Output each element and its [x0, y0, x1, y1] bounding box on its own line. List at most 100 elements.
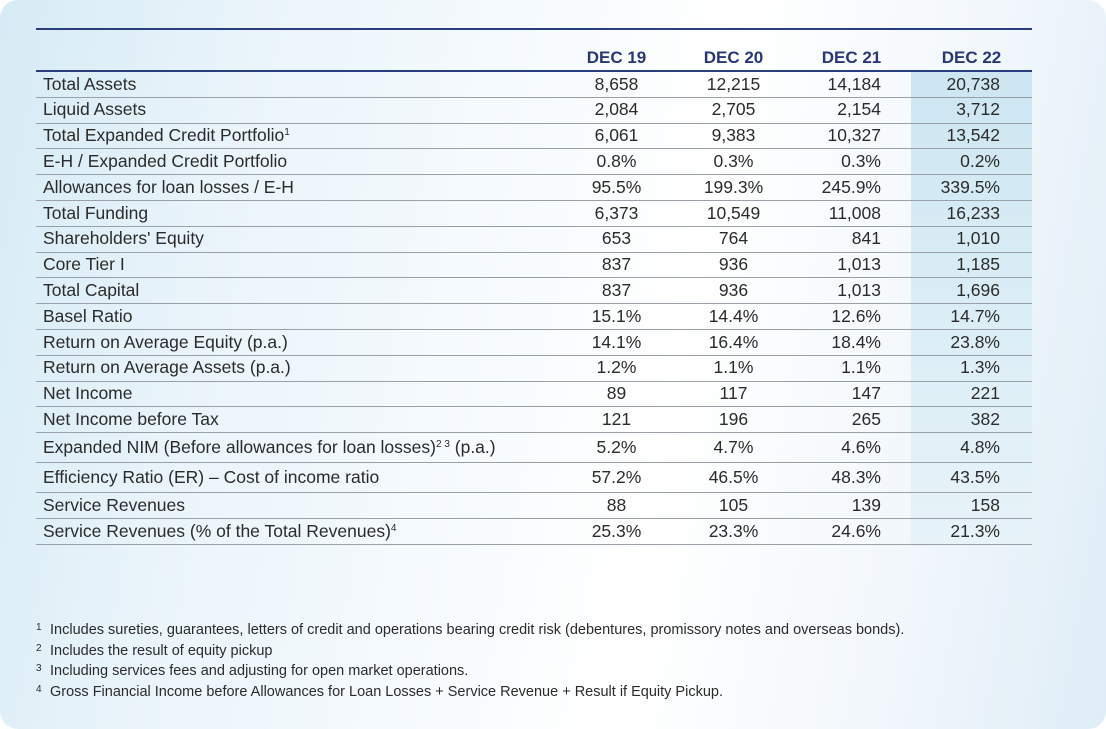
table-cell: 1.3% — [911, 355, 1032, 382]
table-cell: 14.7% — [911, 303, 1032, 330]
table-cell: 105 — [675, 492, 792, 519]
table-cell: 245.9% — [792, 174, 911, 201]
row-label-text: Basel Ratio — [43, 305, 133, 326]
table-cell: 14.1% — [558, 329, 675, 356]
row-label-text: Efficiency Ratio (ER) – Cost of income r… — [43, 466, 380, 487]
table-cell: 841 — [792, 226, 911, 253]
table-row: Net Income before Tax 121 196 265 382 — [36, 406, 1032, 434]
footnote: 1 Includes sureties, guarantees, letters … — [36, 622, 905, 638]
table-row: Allowances for loan losses / E-H 95.5% 199… — [36, 174, 1032, 201]
row-label: Service Revenues — [36, 492, 558, 519]
row-label-text: Core Tier I — [43, 254, 125, 275]
table-row: Net Income 89 117 147 221 — [36, 381, 1032, 408]
footnote-text: Includes the result of equity pickup — [50, 642, 273, 659]
table-cell: 11,008 — [792, 200, 911, 227]
row-label-text: Total Expanded Credit Portfolio — [43, 125, 285, 146]
row-label: Net Income — [36, 381, 558, 408]
row-label-text: Total Funding — [43, 202, 149, 223]
row-label: Return on Average Assets (p.a.) — [36, 355, 558, 382]
table-cell: 121 — [558, 406, 675, 434]
row-label-text: E-H / Expanded Credit Portfolio — [43, 151, 288, 172]
footnote-reference: 1 — [284, 127, 290, 139]
table-cell: 0.3% — [675, 148, 792, 176]
column-header: DEC 20 — [675, 38, 792, 72]
row-label-text: Service Revenues (% of the Total Revenue… — [43, 520, 391, 541]
row-label-text: Total Capital — [43, 280, 140, 301]
table-cell: 9,383 — [675, 123, 792, 150]
table-row: Service Revenues (% of the Total Revenue… — [36, 518, 1032, 545]
footnote-text: Including services fees and adjusting fo… — [50, 663, 469, 679]
table-header-row: DEC 19 DEC 20 DEC 21 DEC 22 — [36, 38, 1032, 72]
table-cell: 21.3% — [911, 518, 1032, 545]
footnote-reference: 4 — [390, 522, 397, 534]
row-label: Shareholders' Equity — [36, 226, 558, 253]
row-label-text: Shareholders' Equity — [43, 228, 204, 249]
column-header-label — [36, 38, 558, 72]
table-cell: 936 — [675, 277, 792, 305]
row-label: Core Tier I — [36, 252, 558, 279]
table-cell: 1,010 — [911, 226, 1032, 253]
row-label: Allowances for loan losses / E-H — [36, 174, 558, 201]
footnotes: 1 Includes sureties, guarantees, letters … — [36, 620, 1036, 702]
table-cell: 837 — [558, 252, 675, 279]
table-cell: 0.3% — [792, 148, 911, 176]
table-cell: 199.3% — [675, 174, 792, 201]
table-row: Service Revenues 88 105 139 158 — [36, 492, 1032, 519]
footnote-text: Includes sureties, guarantees, letters o… — [50, 622, 905, 638]
table-cell: 1.2% — [558, 355, 675, 382]
table-cell: 23.3% — [675, 518, 792, 545]
table-cell: 23.8% — [911, 329, 1032, 356]
footnote: 3 Including services fees and adjusting f… — [36, 663, 469, 679]
table-cell: 57.2% — [558, 462, 675, 494]
table-cell: 12,215 — [675, 71, 792, 98]
table-cell: 13,542 — [911, 123, 1032, 150]
table-cell: 653 — [558, 226, 675, 253]
table-cell: 196 — [675, 406, 792, 434]
footnote-reference: 2 3 — [435, 438, 450, 450]
table-cell: 764 — [675, 226, 792, 253]
table-row: Shareholders' Equity 653 764 841 1,010 — [36, 226, 1032, 253]
footnote: 2 Includes the result of equity pickup — [36, 642, 273, 659]
row-label-suffix: (p.a.) — [449, 436, 496, 457]
table-cell: 16,233 — [911, 200, 1032, 227]
row-label: E-H / Expanded Credit Portfolio — [36, 148, 558, 176]
table-cell: 6,373 — [558, 200, 675, 227]
row-label: Liquid Assets — [36, 97, 558, 124]
row-label-text: Return on Average Assets (p.a.) — [43, 357, 291, 378]
table-cell: 46.5% — [675, 462, 792, 494]
table-cell: 147 — [792, 381, 911, 408]
table-cell: 4.6% — [792, 432, 911, 464]
table-cell: 16.4% — [675, 329, 792, 356]
row-label-text: Liquid Assets — [43, 99, 147, 120]
footnote: 4 Gross Financial Income before Allowance… — [36, 683, 723, 700]
footnote-text: Gross Financial Income before Allowances… — [50, 683, 723, 700]
table-cell: 89 — [558, 381, 675, 408]
table-row: Return on Average Assets (p.a.) 1.2% 1.1% 1… — [36, 355, 1032, 382]
table-cell: 48.3% — [792, 462, 911, 494]
row-label: Expanded NIM (Before allowances for loan… — [36, 432, 558, 464]
table-cell: 139 — [792, 492, 911, 519]
table-cell: 4.7% — [675, 432, 792, 464]
table-cell: 1,696 — [911, 277, 1032, 305]
table-cell: 1,013 — [792, 252, 911, 279]
row-label: Basel Ratio — [36, 303, 558, 330]
table-cell: 10,327 — [792, 123, 911, 150]
row-label-text: Net Income — [43, 383, 133, 404]
table-cell: 0.8% — [558, 148, 675, 176]
table-top-rule — [36, 28, 1032, 30]
column-header: DEC 22 — [911, 38, 1032, 72]
table-cell: 837 — [558, 277, 675, 305]
table-row: Total Funding 6,373 10,549 11,008 16,233 — [36, 200, 1032, 227]
row-label: Return on Average Equity (p.a.) — [36, 329, 558, 356]
column-header: DEC 19 — [558, 38, 675, 72]
table-cell: 20,738 — [911, 71, 1032, 98]
table-cell: 221 — [911, 381, 1032, 408]
table-row: Liquid Assets 2,084 2,705 2,154 3,712 — [36, 97, 1032, 124]
row-label-text: Allowances for loan losses / E-H — [43, 176, 294, 197]
table-cell: 1.1% — [675, 355, 792, 382]
table-row: Efficiency Ratio (ER) – Cost of income r… — [36, 462, 1032, 494]
table-cell: 8,658 — [558, 71, 675, 98]
row-label: Total Expanded Credit Portfolio1 — [36, 123, 558, 150]
table-cell: 3,712 — [911, 97, 1032, 124]
